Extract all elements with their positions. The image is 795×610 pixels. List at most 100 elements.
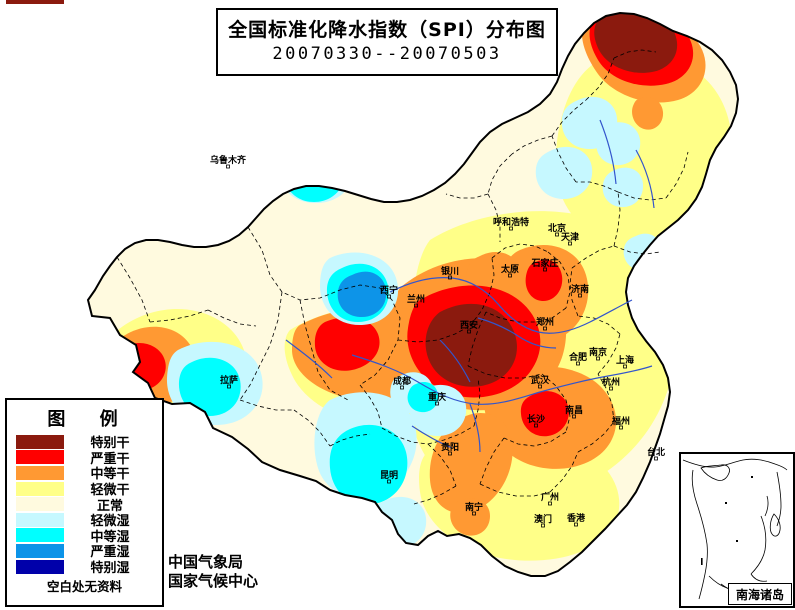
city-name: 石家庄 [530,257,558,269]
city-name: 贵阳 [441,441,459,453]
legend-item-label: 轻微湿 [90,514,130,530]
city-dot-icon [576,361,580,366]
city-marker: 西宁 [380,284,398,299]
city-dot-icon [227,384,231,389]
city-marker: 银川 [441,265,459,280]
legend-item-label: 中等湿 [90,529,130,545]
province-boundaries [116,49,689,505]
city-name: 杭州 [602,376,620,388]
city-marker: 拉萨 [220,374,238,389]
legend-note: 空白处无资料 [46,579,122,595]
legend-item-label: 严重湿 [90,545,130,561]
city-name: 广州 [541,491,559,503]
city-name: 香港 [566,512,586,524]
city-marker: 香港 [566,512,586,527]
city-marker: 武汉 [531,374,550,389]
city-marker: 兰州 [407,293,425,308]
legend-item: 严重湿 [7,543,162,561]
city-dot-icon [509,226,513,231]
city-name: 长沙 [527,413,545,425]
city-dot-icon [596,356,600,361]
city-marker: 天津 [561,231,579,246]
legend-item: 正常 [7,496,162,514]
city-name: 西宁 [380,284,398,296]
city-dot-icon [568,241,572,246]
legend-item: 严重干 [7,450,162,467]
city-marker: 南昌 [565,404,583,419]
city-dot-icon [578,293,582,298]
legend-swatch [16,434,64,449]
city-marker: 北京 [548,222,566,237]
city-marker: 郑州 [536,316,554,331]
city-dot-icon [543,326,547,331]
city-marker: 济南 [571,283,589,298]
city-dot-icon [619,425,623,430]
city-dot-icon [572,414,576,419]
city-marker: 昆明 [380,470,398,484]
map-date-range: 20070330--20070503 [272,43,502,64]
legend-item-label: 特别干 [90,436,130,452]
city-dot-icon [574,522,578,527]
legend-item: 轻微湿 [7,512,162,530]
city-dot-icon [435,401,439,406]
city-marker: 杭州 [602,376,620,391]
city-name: 银川 [441,265,459,277]
city-marker: 上海 [616,354,634,369]
city-name: 北京 [548,222,566,234]
city-dot-icon [654,456,658,461]
city-dot-icon [534,423,538,428]
legend-item: 中等干 [7,465,162,483]
city-name: 南宁 [465,501,483,513]
national-boundary [86,11,740,577]
south-china-sea-inset: 南海诸岛 [679,452,795,608]
city-dot-icon [414,303,418,308]
legend-swatch [16,512,64,527]
city-dot-icon [538,384,542,389]
legend-item-label: 特别湿 [90,561,130,577]
city-dot-icon [543,267,547,272]
city-marker: 乌鲁木齐 [210,154,247,169]
city-name: 昆明 [380,470,398,481]
city-dot-icon [467,329,471,334]
city-labels-group: 乌鲁木齐拉萨 西宁兰州 银川 呼和浩特太原石家庄 北京天津济南西安 郑州成都重庆 武汉 合肥南… [210,154,665,528]
city-name: 拉萨 [220,374,238,386]
legend-item-label: 中等干 [90,467,130,483]
city-name: 重庆 [428,391,446,403]
city-name: 呼和浩特 [493,216,529,228]
legend-item-label: 严重干 [90,451,130,467]
city-marker: 太原 [500,263,519,278]
inset-svg [682,458,788,600]
city-dot-icon [472,511,476,516]
city-dot-icon [448,275,452,280]
credit-line-2: 国家气候中心 [168,571,259,590]
city-marker: 长沙 [527,413,545,428]
city-dot-icon [541,523,545,528]
city-name: 上海 [616,354,634,366]
city-marker: 石家庄 [530,257,559,272]
city-dot-icon [623,364,627,369]
map-title-box: 全国标准化降水指数（SPI）分布图 20070330--20070503 [216,8,558,76]
city-name: 武汉 [531,374,550,386]
legend-swatch [16,497,64,512]
legend-item: 特别干 [7,434,162,452]
legend-item-label: 轻微干 [90,483,130,499]
city-name: 澳门 [534,513,552,525]
city-dot-icon [387,294,391,299]
city-dot-icon [448,451,452,456]
city-name: 西安 [460,319,478,331]
city-name: 太原 [500,263,519,275]
city-name: 兰州 [407,293,425,305]
city-dot-icon [387,479,391,484]
legend-box: 图 例 特别干 严重干 中等干 轻微干 正常 轻微湿 中等湿 严重湿 特别湿 空白处无资料 [5,398,164,607]
legend-swatch [16,465,64,480]
legend-rows: 特别干 严重干 中等干 轻微干 正常 轻微湿 中等湿 严重湿 特别湿 [7,434,162,577]
city-dot-icon [548,501,552,506]
city-marker: 广州 [541,491,559,506]
city-dot-icon [226,164,230,169]
city-marker: 南宁 [465,501,483,516]
legend-title: 图 例 [47,409,132,430]
legend-swatch [16,559,64,574]
city-marker: 南京 [589,346,607,361]
city-marker: 西安 [460,319,478,334]
